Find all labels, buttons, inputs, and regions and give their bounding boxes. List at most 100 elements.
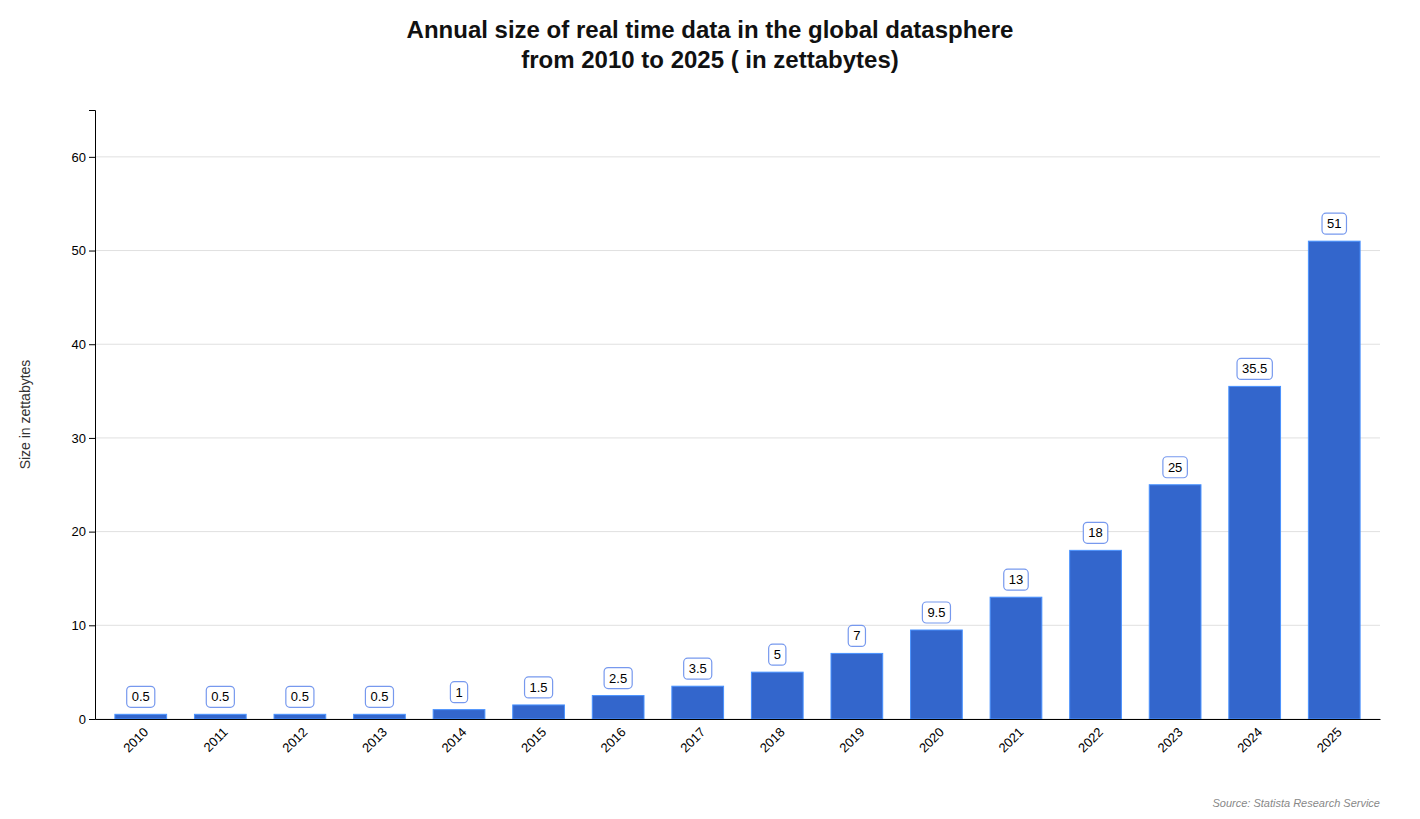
y-tick: 10: [72, 618, 95, 633]
x-tick-label: 2021: [995, 724, 1026, 755]
y-tick-mark: [89, 532, 95, 533]
x-tick-label: 2011: [200, 724, 230, 754]
data-label: 1: [455, 685, 462, 700]
x-tick-label: 2025: [1314, 724, 1345, 755]
y-tick-mark: [89, 157, 95, 158]
y-tick-mark: [89, 719, 95, 720]
data-label-group: 51: [1322, 213, 1346, 234]
bar: [751, 672, 803, 719]
y-axis: 0 10 20 30 40 50 60: [72, 111, 96, 727]
x-axis: 2010 2011 2012 2013 2014 2015 2016 2017 2018 2019…: [96, 720, 1381, 756]
data-label: 35.5: [1242, 361, 1267, 376]
data-label-box: [1004, 569, 1028, 590]
y-tick-label: 60: [72, 150, 86, 165]
x-tick: 2022: [1075, 724, 1106, 755]
bars: [115, 241, 1360, 719]
y-tick: 60: [72, 150, 95, 165]
data-label: 0.5: [370, 689, 388, 704]
data-label-box: [1163, 457, 1187, 478]
bar: [194, 714, 246, 719]
y-tick-mark: [89, 625, 95, 626]
x-tick-label: 2016: [598, 724, 629, 755]
data-label-box: [922, 602, 950, 623]
x-tick: 2025: [1314, 724, 1345, 755]
bar: [911, 630, 963, 719]
data-label-group: 1: [450, 682, 467, 703]
data-label-box: [127, 686, 155, 707]
data-label-box: [206, 686, 234, 707]
data-label-box: [1322, 213, 1346, 234]
x-tick-label: 2015: [518, 724, 549, 755]
y-tick: 20: [72, 524, 95, 539]
y-tick-mark: [89, 344, 95, 345]
x-tick-label: 2014: [438, 724, 469, 755]
data-label-box: [769, 644, 786, 665]
data-label-group: 35.5: [1237, 358, 1272, 379]
x-tick: 2024: [1234, 724, 1265, 755]
y-axis-title: Size in zettabytes: [17, 360, 33, 470]
x-tick: 2021: [995, 724, 1026, 755]
data-label-group: 13: [1004, 569, 1028, 590]
x-tick-label: 2019: [836, 724, 867, 755]
grid-line: [95, 437, 1380, 438]
y-tick-label: 10: [72, 618, 86, 633]
bar: [592, 696, 644, 719]
bar: [1229, 386, 1281, 719]
bar: [433, 710, 485, 719]
x-tick-label: 2020: [916, 724, 947, 755]
data-label-box: [286, 686, 314, 707]
y-tick-label: 30: [72, 431, 86, 446]
x-tick: 2013: [359, 724, 390, 755]
data-label: 25: [1168, 460, 1182, 475]
x-tick: 2019: [836, 724, 867, 755]
y-tick-mark: [89, 438, 95, 439]
x-tick: 2017: [677, 724, 708, 755]
data-label: 13: [1009, 572, 1023, 587]
data-label-box: [848, 625, 865, 646]
data-label-box: [684, 658, 712, 679]
data-label-group: 5: [769, 644, 786, 665]
data-label: 2.5: [609, 671, 627, 686]
x-tick: 2010: [120, 724, 151, 755]
data-labels: 0.5 0.5 0.5 0.5 1 1.5 2.5 3.5 5 7 9.5 13 18 25 35.5 51: [127, 213, 1347, 707]
y-tick: 40: [72, 337, 95, 352]
x-tick: 2020: [916, 724, 947, 755]
data-label-box: [1083, 522, 1107, 543]
data-label-group: 7: [848, 625, 865, 646]
bar: [1308, 241, 1360, 719]
x-tick-label: 2013: [359, 724, 390, 755]
data-label: 9.5: [927, 605, 945, 620]
x-tick-label: 2023: [1155, 724, 1186, 755]
data-label-box: [604, 668, 632, 689]
data-label-group: 3.5: [684, 658, 712, 679]
data-label-group: 18: [1083, 522, 1107, 543]
x-tick: 2012: [279, 724, 310, 755]
data-label-group: 2.5: [604, 668, 632, 689]
x-tick: 2023: [1155, 724, 1186, 755]
y-tick: 0: [79, 712, 95, 727]
x-tick: 2016: [598, 724, 629, 755]
data-label: 0.5: [291, 689, 309, 704]
grid-line: [95, 156, 1380, 157]
chart: Annual size of real time data in the glo…: [0, 0, 1420, 819]
x-tick-label: 2010: [120, 724, 151, 755]
data-label-box: [365, 686, 393, 707]
bar: [1149, 485, 1201, 719]
x-tick: 2018: [757, 724, 788, 755]
x-tick: 2015: [518, 724, 549, 755]
data-label-group: 0.5: [286, 686, 314, 707]
data-label-box: [450, 682, 467, 703]
x-tick-label: 2017: [677, 724, 708, 755]
bar: [513, 705, 565, 719]
data-label: 51: [1327, 216, 1341, 231]
source: Source: Statista Research Service: [1212, 797, 1380, 809]
data-label: 0.5: [132, 689, 150, 704]
data-label: 18: [1088, 525, 1102, 540]
data-label: 3.5: [689, 661, 707, 676]
data-label: 0.5: [211, 689, 229, 704]
y-tick-label: 50: [72, 243, 86, 258]
data-label-group: 0.5: [127, 686, 155, 707]
grid-line: [95, 344, 1380, 345]
data-label: 1.5: [530, 680, 548, 695]
x-tick: 2011: [200, 724, 230, 754]
